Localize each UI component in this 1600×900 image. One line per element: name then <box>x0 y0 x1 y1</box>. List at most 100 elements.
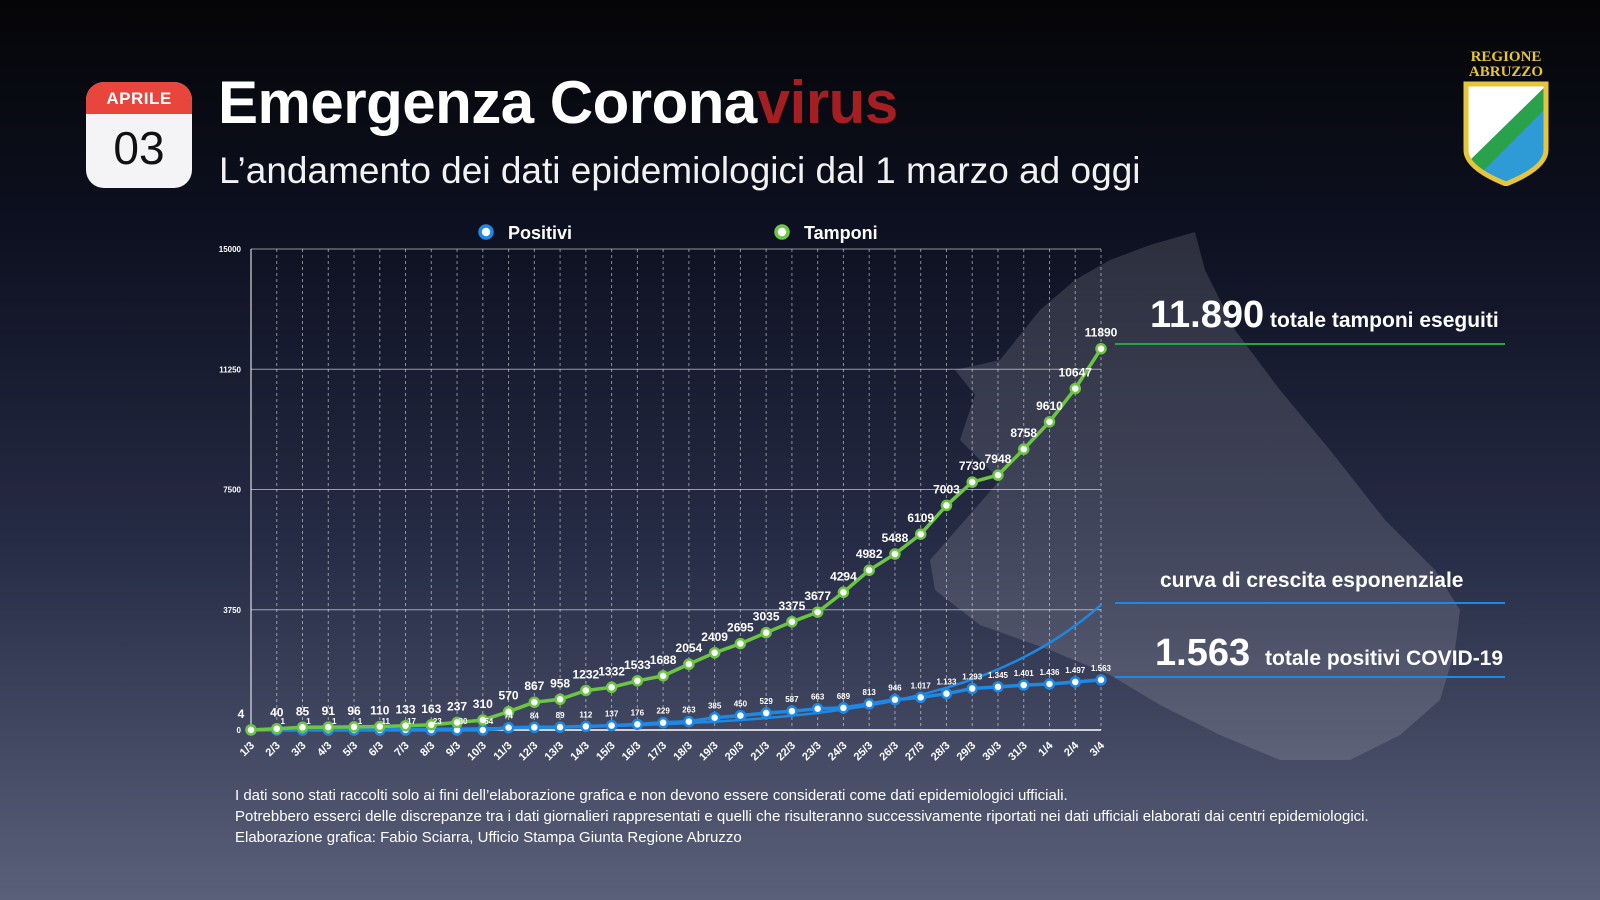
tamponi-data-label: 7948 <box>985 452 1012 466</box>
positivi-data-label: 137 <box>605 710 619 719</box>
tamponi-point <box>348 721 360 733</box>
tamponi-data-label: 958 <box>550 676 570 690</box>
calendar-month: APRILE <box>86 82 192 114</box>
y-tick-label: 3750 <box>223 606 241 615</box>
positivi-early-label: 1 <box>306 717 311 726</box>
tamponi-data-label: 133 <box>396 703 416 717</box>
tamponi-data-label: 96 <box>347 704 361 718</box>
tamponi-point <box>296 721 309 734</box>
x-tick-label: 2/4 <box>1062 739 1082 759</box>
positivi-point <box>683 715 695 728</box>
positivi-point <box>528 721 541 734</box>
title-main: Emergenza Corona <box>218 69 757 136</box>
tamponi-data-label: 1332 <box>598 664 625 678</box>
tamponi-total-value: 11.890 <box>1150 294 1264 336</box>
tamponi-data-label: 9610 <box>1036 399 1063 413</box>
x-tick-label: 14/3 <box>568 740 592 764</box>
tamponi-data-label: 1232 <box>572 667 599 681</box>
footer-notes: I dati sono stati raccolti solo ai fini … <box>235 785 1369 848</box>
positivi-data-label: 946 <box>888 684 902 693</box>
tamponi-point <box>580 684 592 697</box>
positivi-data-label: 587 <box>785 695 799 704</box>
positivi-data-label: 663 <box>811 693 825 702</box>
tamponi-point <box>374 720 386 733</box>
x-tick-label: 9/3 <box>444 740 463 759</box>
positivi-point <box>657 716 669 729</box>
positivi-point <box>605 719 618 732</box>
tamponi-data-label: 2054 <box>676 641 703 655</box>
tamponi-point <box>1069 382 1081 395</box>
positivi-point <box>631 718 644 731</box>
tamponi-point <box>811 606 824 618</box>
tamponi-point <box>786 616 798 628</box>
x-tick-label: 22/3 <box>774 740 798 764</box>
positivi-point <box>992 681 1004 693</box>
positivi-data-label: 689 <box>837 692 851 701</box>
x-tick-label: 26/3 <box>877 740 901 764</box>
positivi-point <box>734 709 747 722</box>
footer-line-1: I dati sono stati raccolti solo ai fini … <box>235 787 1068 804</box>
tamponi-data-label: 3677 <box>804 589 831 603</box>
x-tick-label: 29/3 <box>955 740 979 764</box>
positivi-data-label: 84 <box>530 711 539 720</box>
x-tick-label: 4/3 <box>315 740 334 759</box>
positivi-data-label: 1.436 <box>1039 668 1060 677</box>
y-tick-label: 0 <box>237 726 242 735</box>
positivi-data-label: 1.293 <box>962 673 983 682</box>
tamponi-data-label: 8758 <box>1010 426 1037 440</box>
tamponi-data-label: 10647 <box>1059 366 1093 380</box>
tamponi-data-label: 11890 <box>1085 326 1118 340</box>
regione-abruzzo-logo: REGIONE ABRUZZO <box>1460 50 1552 190</box>
x-tick-label: 31/3 <box>1006 740 1030 764</box>
x-tick-label: 10/3 <box>465 740 489 764</box>
calendar-icon: APRILE 03 <box>86 82 192 188</box>
tamponi-point <box>554 693 566 706</box>
tamponi-data-label: 237 <box>447 699 467 713</box>
x-tick-label: 5/3 <box>341 740 360 759</box>
positivi-point <box>966 682 978 695</box>
positivi-data-label: 112 <box>579 710 592 719</box>
tamponi-data-label: 7003 <box>933 482 960 496</box>
legend-marker-tamponi <box>774 224 790 240</box>
positivi-data-label: 1.497 <box>1065 666 1086 675</box>
tamponi-data-label: 163 <box>421 702 441 716</box>
positivi-early-label: 17 <box>407 717 416 726</box>
positivi-point <box>502 721 515 734</box>
positivi-data-label: 263 <box>682 706 696 715</box>
tamponi-point <box>889 548 901 560</box>
tamponi-point <box>1017 443 1030 455</box>
tamponi-point <box>425 719 438 731</box>
positivi-point <box>889 693 901 706</box>
coat-of-arms-icon <box>1463 81 1549 187</box>
tamponi-point <box>837 586 850 599</box>
tamponi-data-label: 3035 <box>753 610 780 624</box>
tamponi-point <box>760 626 772 639</box>
tamponi-data-label: 91 <box>322 704 336 718</box>
x-tick-label: 18/3 <box>671 740 695 764</box>
positivi-point <box>1017 679 1030 691</box>
tamponi-data-label: 7730 <box>959 459 986 473</box>
tamponi-line <box>250 347 1103 732</box>
logo-text-line1: REGIONE <box>1470 49 1542 65</box>
tamponi-data-label: 310 <box>473 697 493 711</box>
x-tick-label: 2/3 <box>264 740 283 759</box>
x-tick-label: 20/3 <box>723 740 747 764</box>
x-tick-label: 23/3 <box>800 740 824 764</box>
tamponi-data-label: 6109 <box>907 511 934 525</box>
tamponi-point <box>657 670 669 682</box>
y-tick-label: 15000 <box>219 245 242 254</box>
footer-line-2: Potrebbero esserci delle discrepanze tra… <box>235 808 1369 825</box>
x-tick-label: 12/3 <box>517 740 541 764</box>
tamponi-point <box>502 705 515 718</box>
positivi-data-label: 450 <box>734 700 748 709</box>
tamponi-data-label: 4294 <box>830 569 857 583</box>
tamponi-point <box>477 714 489 726</box>
positivi-point <box>580 720 592 733</box>
page-title: Emergenza Coronavirus <box>218 68 898 137</box>
positivi-point <box>940 687 953 700</box>
tamponi-data-label: 4982 <box>856 547 883 561</box>
tamponi-data-label: 5488 <box>882 531 909 545</box>
positivi-data-label: 385 <box>708 702 722 711</box>
y-tick-label: 7500 <box>223 486 241 495</box>
